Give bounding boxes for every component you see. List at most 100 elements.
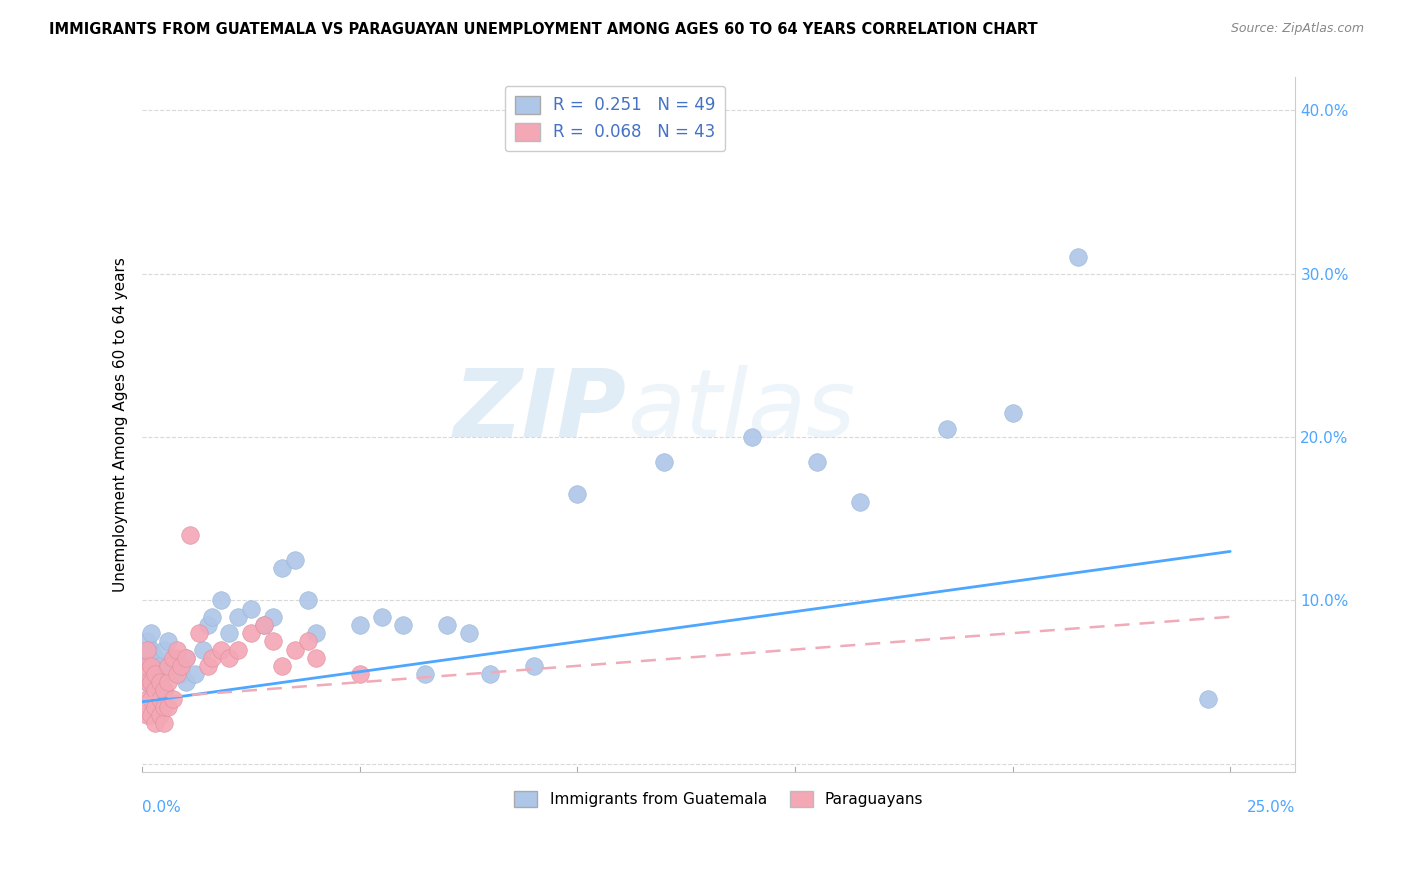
- Point: [149, 691, 172, 706]
- Point: [139, 626, 162, 640]
- Point: [153, 716, 176, 731]
- Point: [436, 618, 458, 632]
- Point: [166, 650, 188, 665]
- Point: [1001, 405, 1024, 419]
- Point: [262, 634, 284, 648]
- Text: ZIP: ZIP: [454, 365, 627, 457]
- Point: [193, 642, 215, 657]
- Point: [305, 626, 328, 640]
- Point: [135, 642, 157, 657]
- Point: [174, 650, 197, 665]
- Point: [153, 699, 176, 714]
- Point: [149, 675, 172, 690]
- Point: [135, 675, 157, 690]
- Point: [157, 634, 180, 648]
- Point: [226, 609, 249, 624]
- Point: [197, 618, 219, 632]
- Point: [849, 495, 872, 509]
- Point: [145, 667, 167, 681]
- Point: [392, 618, 415, 632]
- Point: [149, 675, 172, 690]
- Y-axis label: Unemployment Among Ages 60 to 64 years: Unemployment Among Ages 60 to 64 years: [114, 257, 128, 592]
- Point: [139, 642, 162, 657]
- Point: [162, 658, 184, 673]
- Text: atlas: atlas: [627, 366, 855, 457]
- Point: [349, 618, 371, 632]
- Point: [174, 650, 197, 665]
- Point: [209, 642, 232, 657]
- Point: [305, 650, 328, 665]
- Point: [145, 667, 167, 681]
- Point: [170, 667, 193, 681]
- Point: [135, 707, 157, 722]
- Point: [139, 707, 162, 722]
- Point: [209, 593, 232, 607]
- Point: [240, 626, 263, 640]
- Point: [183, 667, 205, 681]
- Point: [297, 593, 319, 607]
- Point: [201, 650, 224, 665]
- Point: [135, 634, 157, 648]
- Point: [201, 609, 224, 624]
- Point: [157, 658, 180, 673]
- Point: [153, 683, 176, 698]
- Legend: Immigrants from Guatemala, Paraguayans: Immigrants from Guatemala, Paraguayans: [509, 785, 929, 814]
- Point: [262, 609, 284, 624]
- Point: [157, 675, 180, 690]
- Point: [741, 430, 763, 444]
- Point: [135, 650, 157, 665]
- Point: [145, 716, 167, 731]
- Point: [179, 528, 201, 542]
- Point: [145, 683, 167, 698]
- Point: [1067, 250, 1090, 264]
- Point: [139, 691, 162, 706]
- Point: [187, 626, 209, 640]
- Point: [806, 454, 828, 468]
- Point: [135, 691, 157, 706]
- Point: [153, 642, 176, 657]
- Point: [149, 707, 172, 722]
- Point: [479, 667, 502, 681]
- Point: [226, 642, 249, 657]
- Point: [166, 667, 188, 681]
- Point: [284, 552, 307, 566]
- Point: [457, 626, 479, 640]
- Point: [135, 675, 157, 690]
- Point: [297, 634, 319, 648]
- Point: [162, 650, 184, 665]
- Point: [253, 618, 276, 632]
- Point: [149, 658, 172, 673]
- Point: [166, 642, 188, 657]
- Point: [139, 658, 162, 673]
- Point: [139, 675, 162, 690]
- Point: [413, 667, 436, 681]
- Point: [1197, 691, 1219, 706]
- Text: IMMIGRANTS FROM GUATEMALA VS PARAGUAYAN UNEMPLOYMENT AMONG AGES 60 TO 64 YEARS C: IMMIGRANTS FROM GUATEMALA VS PARAGUAYAN …: [49, 22, 1038, 37]
- Point: [936, 422, 959, 436]
- Point: [170, 658, 193, 673]
- Point: [253, 618, 276, 632]
- Point: [197, 658, 219, 673]
- Text: Source: ZipAtlas.com: Source: ZipAtlas.com: [1230, 22, 1364, 36]
- Point: [162, 691, 184, 706]
- Point: [270, 658, 292, 673]
- Point: [567, 487, 589, 501]
- Point: [654, 454, 676, 468]
- Point: [135, 658, 157, 673]
- Point: [240, 601, 263, 615]
- Point: [145, 650, 167, 665]
- Point: [523, 658, 546, 673]
- Point: [145, 699, 167, 714]
- Point: [284, 642, 307, 657]
- Point: [370, 609, 392, 624]
- Point: [349, 667, 371, 681]
- Point: [218, 650, 240, 665]
- Text: 25.0%: 25.0%: [1247, 800, 1295, 815]
- Point: [153, 683, 176, 698]
- Point: [139, 658, 162, 673]
- Text: 0.0%: 0.0%: [142, 800, 181, 815]
- Point: [218, 626, 240, 640]
- Point: [270, 561, 292, 575]
- Point: [157, 699, 180, 714]
- Point: [174, 675, 197, 690]
